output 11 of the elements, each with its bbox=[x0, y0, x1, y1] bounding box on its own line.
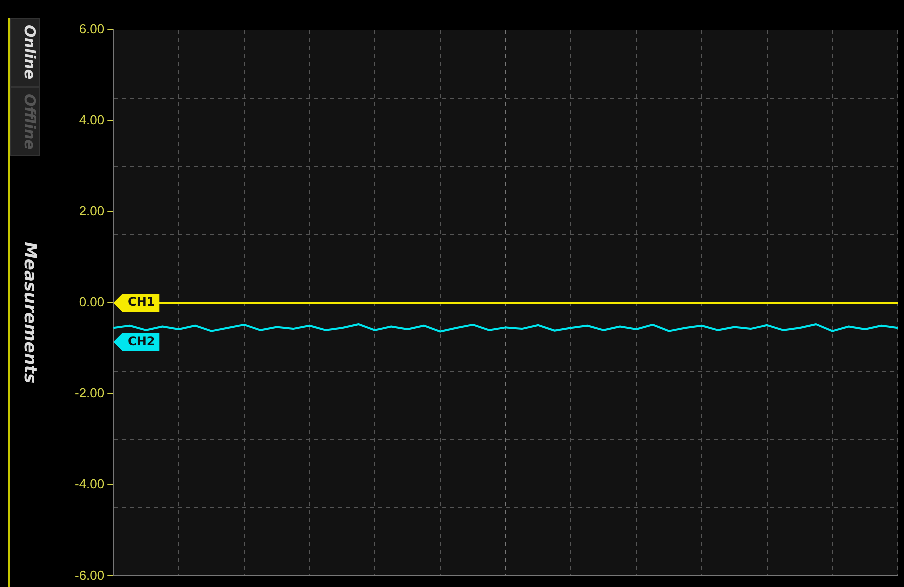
y-tick-label: -2.00 bbox=[74, 386, 105, 401]
y-tick-label: 6.00 bbox=[79, 22, 105, 37]
text: Online bbox=[10, 18, 40, 87]
y-tick-label: 2.00 bbox=[79, 204, 105, 219]
y-tick-label: -6.00 bbox=[74, 568, 105, 583]
y-tick-label: 4.00 bbox=[79, 112, 105, 128]
series-label: CH2 bbox=[128, 334, 156, 348]
y-tick-label: -4.00 bbox=[74, 476, 105, 492]
y-tick-label: 0.00 bbox=[79, 294, 105, 310]
text: Measurements bbox=[10, 236, 40, 390]
series-label: CH1 bbox=[128, 295, 156, 310]
